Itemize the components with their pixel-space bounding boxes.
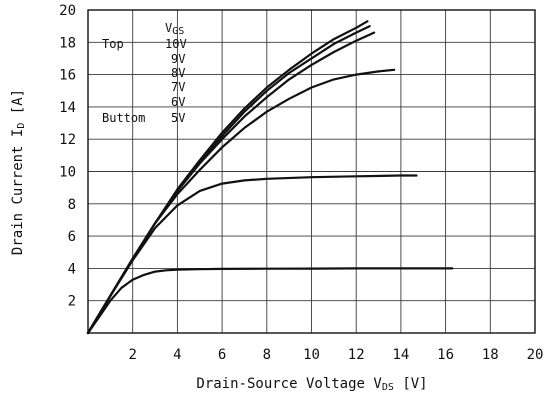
series-line: [86, 267, 454, 335]
legend-top-label: Top: [102, 37, 124, 51]
y-tick-label: 16: [59, 68, 76, 84]
y-tick-label: 6: [68, 229, 76, 245]
x-tick-label: 10: [303, 347, 320, 363]
y-tick-label: 14: [59, 100, 76, 116]
x-axis-label: Drain-Source Voltage VDS [V]: [196, 376, 427, 393]
grid: [88, 10, 535, 333]
y-tick-label: 18: [59, 35, 76, 51]
y-axis-label: Drain Current ID [A]: [10, 89, 27, 255]
x-tick-label: 6: [218, 347, 226, 363]
y-tick-label: 10: [59, 165, 76, 181]
x-tick-label: 16: [437, 347, 454, 363]
x-tick-label: 2: [128, 347, 136, 363]
legend-entry: 6V: [171, 95, 185, 109]
x-tick-label: 12: [348, 347, 365, 363]
y-tick-label: 4: [68, 261, 76, 277]
legend-entry: 7V: [171, 80, 185, 94]
plot-frame: [87, 9, 536, 334]
legend-header: VGS: [165, 21, 184, 37]
legend-entry: 9V: [171, 52, 185, 66]
curves: [86, 20, 454, 335]
y-tick-label: 12: [59, 132, 76, 148]
legend-entry: 10V: [165, 37, 187, 51]
x-tick-label: 14: [392, 347, 409, 363]
y-tick-label: 2: [68, 294, 76, 310]
legend-bottom-label: Buttom: [102, 111, 145, 125]
legend-entry: 8V: [171, 66, 185, 80]
series-line: [86, 174, 418, 335]
legend: VGS Top 10V 9V 8V 7V 6V Buttom 5V: [102, 21, 187, 125]
series-line: [86, 68, 396, 335]
series-line: [86, 25, 371, 335]
x-tick-label: 18: [482, 347, 499, 363]
x-tick-label: 4: [173, 347, 181, 363]
tick-labels: 2 4 6 8 10 12 14 16 18 20 2 4 6 8 10 12 14 16 18 20: [59, 3, 543, 363]
y-tick-label: 8: [68, 197, 76, 213]
y-tick-label: 20: [59, 3, 76, 19]
x-tick-label: 8: [263, 347, 271, 363]
legend-entry: 5V: [171, 111, 185, 125]
x-tick-label: 20: [527, 347, 544, 363]
